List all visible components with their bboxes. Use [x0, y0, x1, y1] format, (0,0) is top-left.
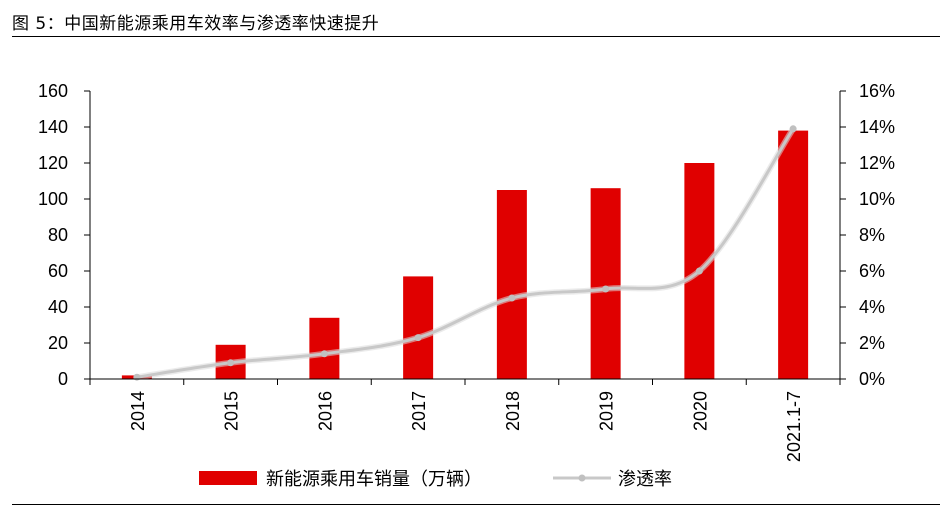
point-2016: [320, 350, 328, 358]
title-divider: [12, 36, 940, 37]
right-tick-label-4%: 4%: [859, 297, 885, 317]
line-series: [133, 125, 797, 381]
x-tick-label-2020: 2020: [690, 391, 710, 431]
left-tick-label-140: 140: [38, 117, 68, 137]
bar-2016: [309, 317, 340, 379]
legend-line-label: 渗透率: [618, 469, 672, 490]
right-tick-label-12%: 12%: [859, 153, 895, 173]
figure-title: 图 5：中国新能源乘用车效率与渗透率快速提升: [12, 14, 380, 34]
right-tick-label-6%: 6%: [859, 261, 885, 281]
bar-2021.1-7: [778, 130, 809, 379]
right-tick-label-10%: 10%: [859, 189, 895, 209]
right-tick-label-14%: 14%: [859, 117, 895, 137]
point-2020: [695, 267, 703, 275]
legend-line-marker: [578, 474, 586, 482]
legend-bar-swatch: [199, 471, 257, 485]
bar-series: [121, 130, 809, 379]
point-2015: [227, 359, 235, 367]
x-tick-label-2018: 2018: [503, 391, 523, 431]
left-tick-label-80: 80: [48, 225, 68, 245]
legend-bar-label: 新能源乘用车销量（万辆）: [266, 469, 482, 490]
point-2017: [414, 334, 422, 342]
left-tick-label-100: 100: [38, 189, 68, 209]
bottom-divider: [12, 504, 940, 505]
right-tick-label-0%: 0%: [859, 369, 885, 389]
right-tick-label-2%: 2%: [859, 333, 885, 353]
x-tick-label-2015: 2015: [222, 391, 242, 431]
left-tick-label-120: 120: [38, 153, 68, 173]
left-tick-label-60: 60: [48, 261, 68, 281]
right-tick-label-8%: 8%: [859, 225, 885, 245]
bar-2018: [496, 190, 527, 379]
legend: 新能源乘用车销量（万辆） 渗透率: [199, 469, 672, 490]
x-tick-label-2014: 2014: [128, 391, 148, 431]
point-2019: [602, 285, 610, 293]
point-2021.1-7: [789, 125, 797, 133]
right-tick-label-16%: 16%: [859, 81, 895, 101]
x-tick-label-2019: 2019: [597, 391, 617, 431]
x-tick-label-2017: 2017: [409, 391, 429, 431]
left-tick-label-20: 20: [48, 333, 68, 353]
left-tick-label-160: 160: [38, 81, 68, 101]
point-2018: [508, 294, 516, 302]
point-2014: [133, 373, 141, 381]
x-tick-label-2021.1-7: 2021.1-7: [784, 391, 804, 462]
bar-2019: [590, 188, 621, 379]
x-tick-label-2016: 2016: [315, 391, 335, 431]
left-tick-label-0: 0: [58, 369, 68, 389]
bar-2017: [403, 276, 434, 379]
axes: 0 20 40 60 80 100 120 140 160 0% 2% 4% 6% 8% 10% 12% 14%…: [38, 81, 895, 462]
left-tick-label-40: 40: [48, 297, 68, 317]
